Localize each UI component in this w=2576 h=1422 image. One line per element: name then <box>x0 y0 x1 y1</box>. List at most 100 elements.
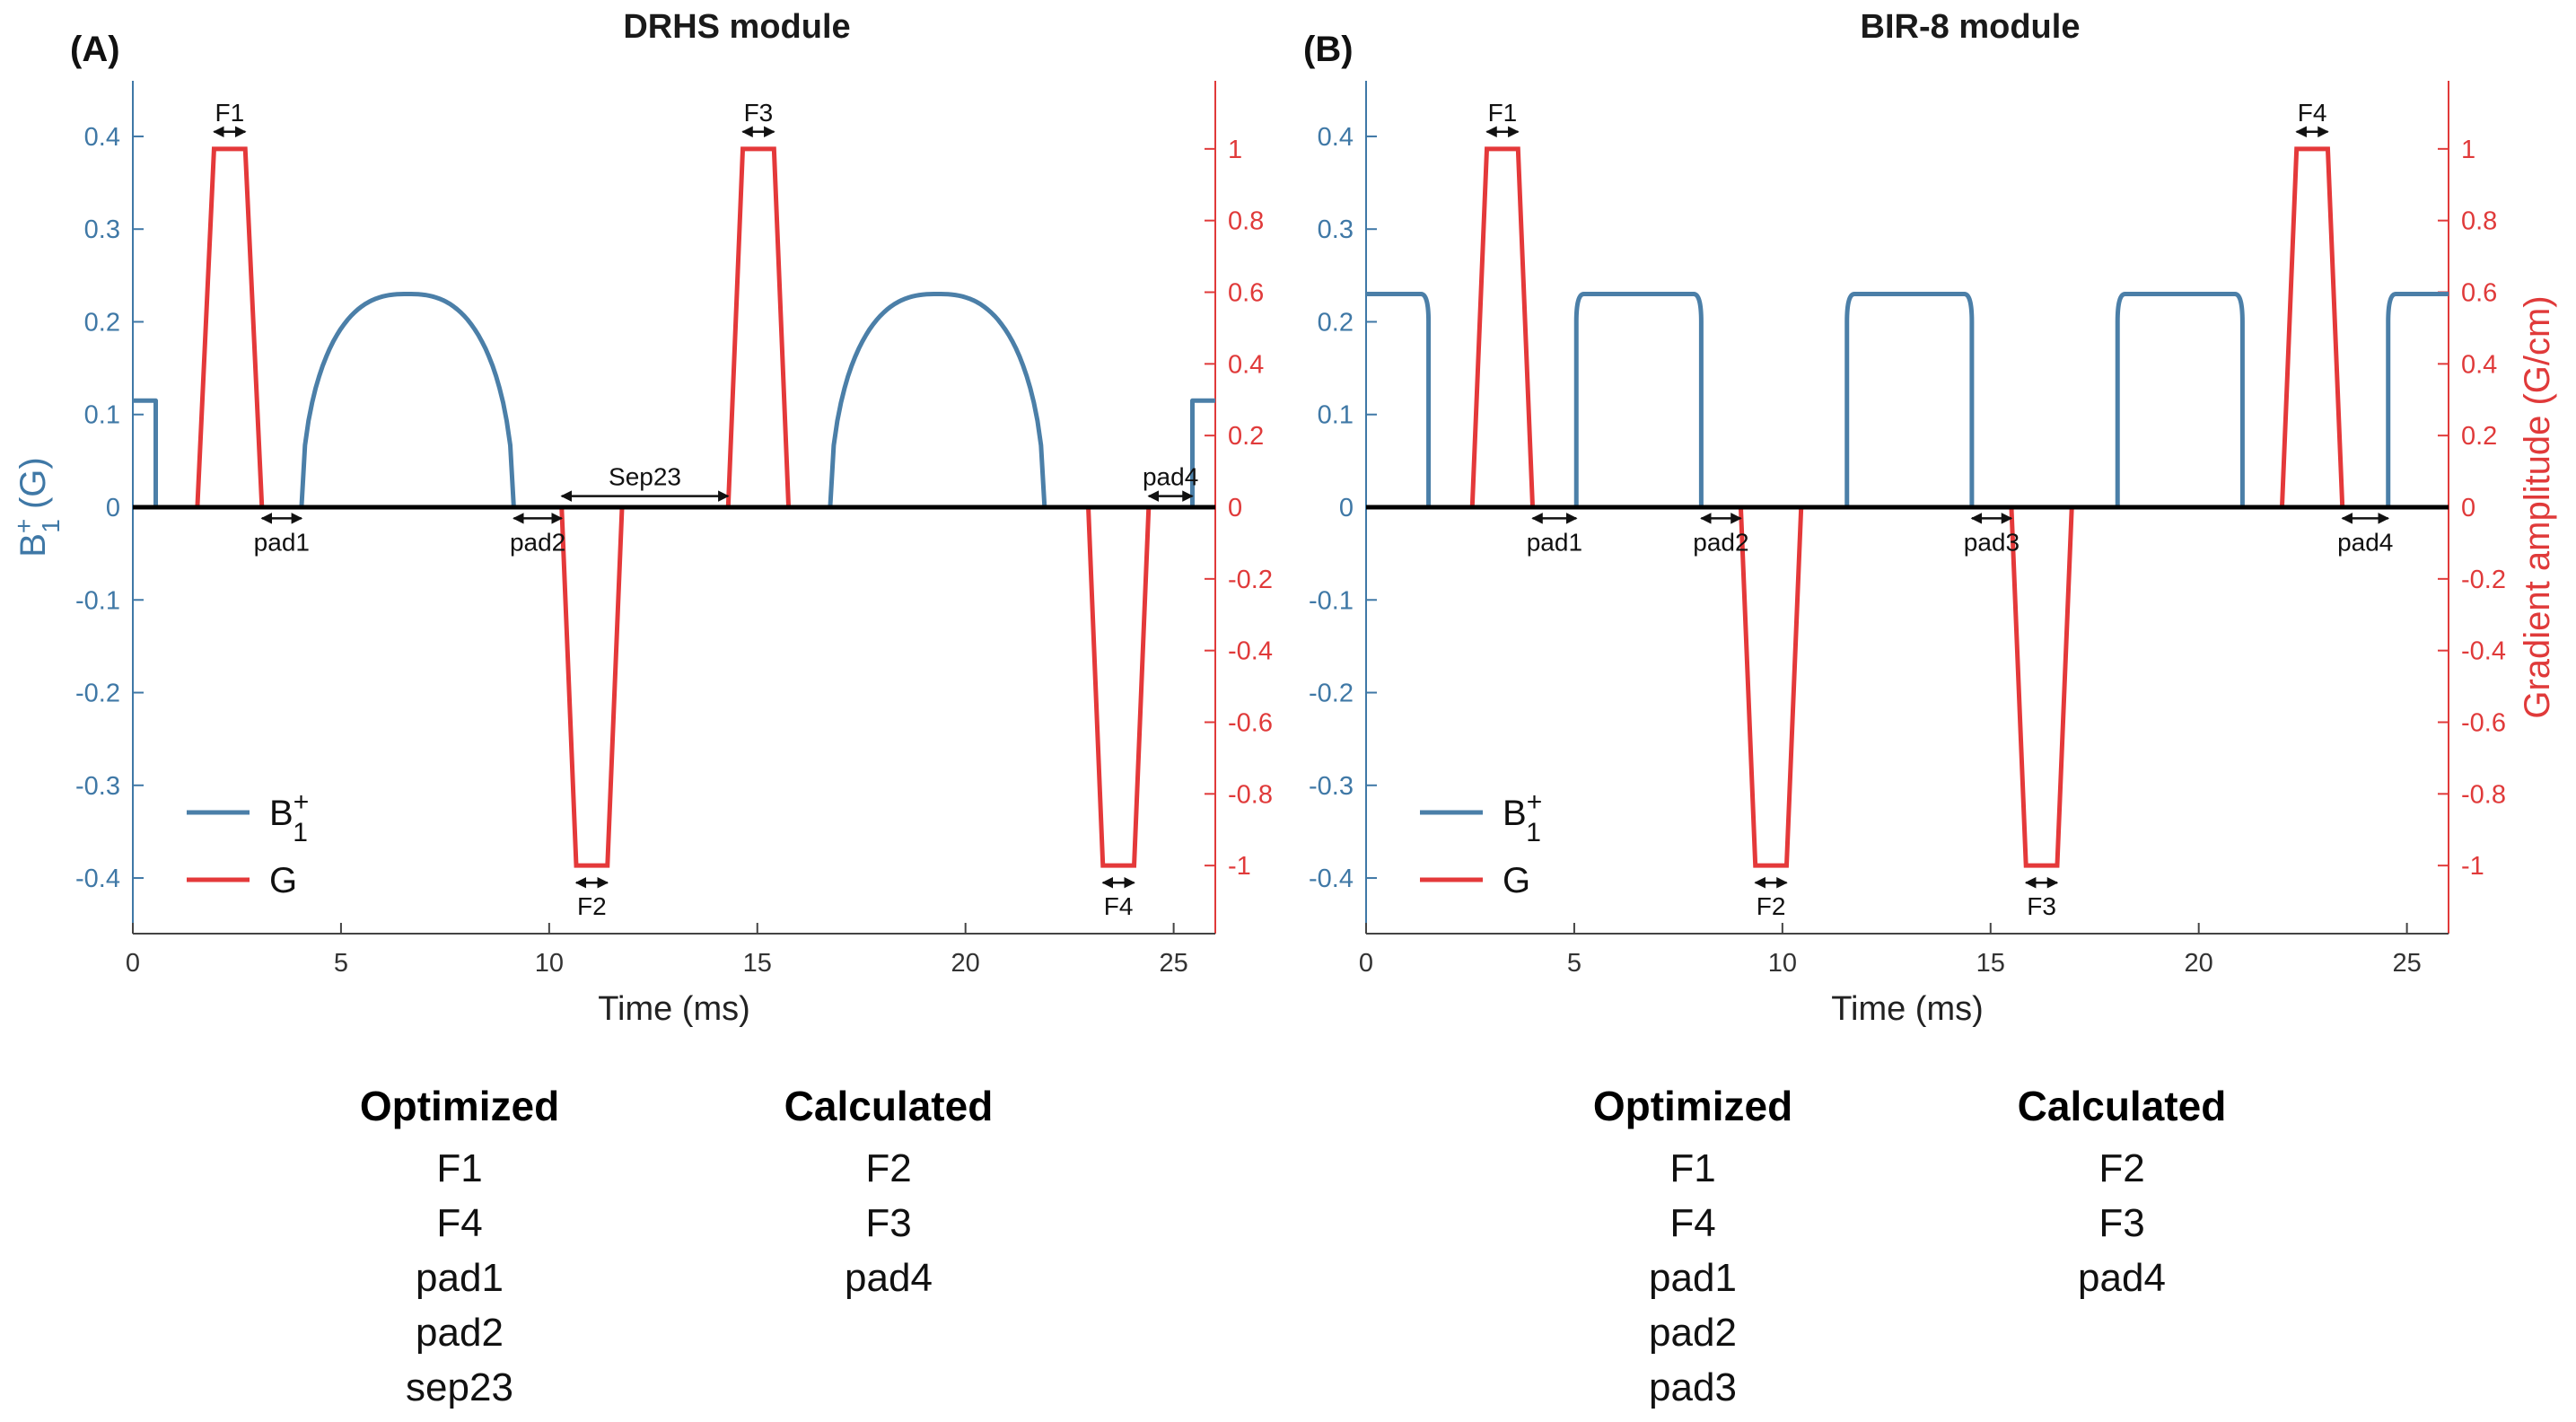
annotation-label: F3 <box>2027 892 2056 920</box>
annotation-label: Sep23 <box>609 463 681 491</box>
y-left-tick-label: -0.4 <box>1309 865 1354 893</box>
y-left-tick-label: -0.2 <box>1309 680 1354 708</box>
x-tick-label: 15 <box>1976 949 2005 978</box>
x-axis-label: Time (ms) <box>598 990 750 1028</box>
y-right-tick-label: -0.2 <box>2461 566 2506 594</box>
b1-pulse <box>2386 292 2449 507</box>
calculated-item: F3 <box>2098 1201 2144 1245</box>
x-tick-label: 10 <box>535 949 564 978</box>
y-right-tick-label: -1 <box>1228 852 1251 881</box>
b1-pulse <box>1366 292 1432 507</box>
y-left-tick-label: -0.2 <box>75 680 120 708</box>
x-tick-label: 25 <box>2392 949 2421 978</box>
y-right-tick-label: -0.6 <box>2461 708 2506 737</box>
calculated-item: pad4 <box>845 1256 933 1300</box>
x-tick-label: 5 <box>1567 949 1582 978</box>
optimized-item: F1 <box>436 1146 482 1190</box>
optimized-item: pad2 <box>416 1311 504 1355</box>
calculated-header: Calculated <box>2018 1083 2227 1129</box>
x-tick-label: 0 <box>1359 949 1373 978</box>
optimized-header: Optimized <box>1593 1083 1792 1129</box>
gradient-lobe <box>1738 506 1804 868</box>
x-axis-label: Time (ms) <box>1831 990 1984 1028</box>
annotation-label: F1 <box>1488 99 1518 127</box>
panel-b: BIR-8 module (B) -0.4 -0.3 -0.2 -0.1 0 0.1 0.2 0.… <box>1303 8 2557 1028</box>
annotation-label: pad1 <box>254 528 310 556</box>
annotation-label: F2 <box>1757 892 1786 920</box>
annotation-label: F4 <box>2298 99 2327 127</box>
y-left-tick-label: -0.3 <box>1309 772 1354 801</box>
gradient-lobe <box>1086 506 1152 868</box>
annotation-label: pad4 <box>1143 463 1198 491</box>
y-left-tick-label: -0.3 <box>75 772 120 801</box>
y-right-tick-label: 0.6 <box>1228 279 1264 308</box>
gradient-lobe <box>2009 506 2074 868</box>
legend-b1-label: B+ 1 <box>269 787 309 847</box>
annotation-label: F2 <box>577 892 607 920</box>
y-right-tick-label: 0.2 <box>2461 422 2497 451</box>
y-left-tick-label: 0.3 <box>1318 215 1354 244</box>
y-right-tick-label: 0.2 <box>1228 422 1264 451</box>
optimized-item: pad3 <box>1649 1365 1737 1409</box>
chart-title: BIR-8 module <box>1861 8 2081 46</box>
y-left-tick-label: 0 <box>1339 494 1354 522</box>
y-right-tick-label: -0.8 <box>2461 780 2506 809</box>
chart-title: DRHS module <box>623 8 850 46</box>
b1-pulse <box>1844 292 1975 507</box>
y-right-tick-label: 0.4 <box>1228 350 1264 379</box>
y-left-tick-label: 0.1 <box>84 401 120 430</box>
y-left-tick-label: 0.1 <box>1318 401 1354 430</box>
y-left-tick-label: 0.4 <box>1318 123 1354 152</box>
annotation-label: F1 <box>215 99 245 127</box>
calculated-item: F2 <box>865 1146 911 1190</box>
legend-b1-label: B+ 1 <box>1503 787 1542 847</box>
y-left-tick-label: 0.4 <box>84 123 120 152</box>
parameter-tables: Optimized F1 F4 pad1 pad2 sep23 Calculated F2 F3… <box>360 1083 2226 1409</box>
optimized-item: F4 <box>436 1201 482 1245</box>
annotation-label: F3 <box>744 99 774 127</box>
gradient-lobe <box>559 506 625 868</box>
x-tick-label: 10 <box>1768 949 1797 978</box>
calculated-item: F2 <box>2098 1146 2144 1190</box>
optimized-item: pad2 <box>1649 1311 1737 1355</box>
x-tick-label: 20 <box>951 949 980 978</box>
y-right-tick-label: -1 <box>2461 852 2484 881</box>
y-right-tick-label: 1 <box>2461 136 2475 164</box>
calculated-item: pad4 <box>2078 1256 2166 1300</box>
b1-pulse <box>133 398 159 507</box>
panel-label: (B) <box>1303 30 1354 69</box>
gradient-lobe <box>195 146 265 508</box>
y-right-tick-label: 0 <box>2461 494 2475 522</box>
y-right-tick-label: 1 <box>1228 136 1242 164</box>
gradient-lobe <box>2279 146 2345 508</box>
b1-pulse <box>299 292 516 508</box>
y-left-tick-label: 0 <box>106 494 120 522</box>
annotation-label: pad4 <box>2337 528 2393 556</box>
y-left-tick-label: 0.3 <box>84 215 120 244</box>
y-right-tick-label: -0.4 <box>2461 637 2506 666</box>
y-right-tick-label: 0 <box>1228 494 1242 522</box>
b1-pulse <box>1189 398 1215 507</box>
y-right-tick-label: 0.4 <box>2461 350 2497 379</box>
b1-pulse <box>2115 292 2245 507</box>
annotation-label: pad3 <box>1964 528 2020 556</box>
gradient-lobe <box>725 146 792 508</box>
y-left-tick-label: -0.1 <box>75 586 120 615</box>
optimized-header: Optimized <box>360 1083 559 1129</box>
y-right-tick-label: -0.6 <box>1228 708 1273 737</box>
y-right-tick-label: 0.6 <box>2461 279 2497 308</box>
y-left-tick-label: 0.2 <box>1318 308 1354 337</box>
legend-g-label: G <box>1503 861 1530 900</box>
optimized-item: pad1 <box>1649 1256 1737 1300</box>
gradient-lobe <box>1469 146 1536 508</box>
calculated-item: F3 <box>865 1201 911 1245</box>
optimized-item: pad1 <box>416 1256 504 1300</box>
annotation-label: pad2 <box>1693 528 1748 556</box>
y-right-tick-label: -0.2 <box>1228 566 1273 594</box>
y-right-label: Gradient amplitude (G/cm) <box>2518 295 2557 718</box>
optimized-item: F4 <box>1669 1201 1715 1245</box>
x-tick-label: 15 <box>743 949 772 978</box>
x-tick-label: 5 <box>334 949 348 978</box>
x-tick-label: 25 <box>1159 949 1187 978</box>
b1-pulse <box>1573 292 1704 507</box>
